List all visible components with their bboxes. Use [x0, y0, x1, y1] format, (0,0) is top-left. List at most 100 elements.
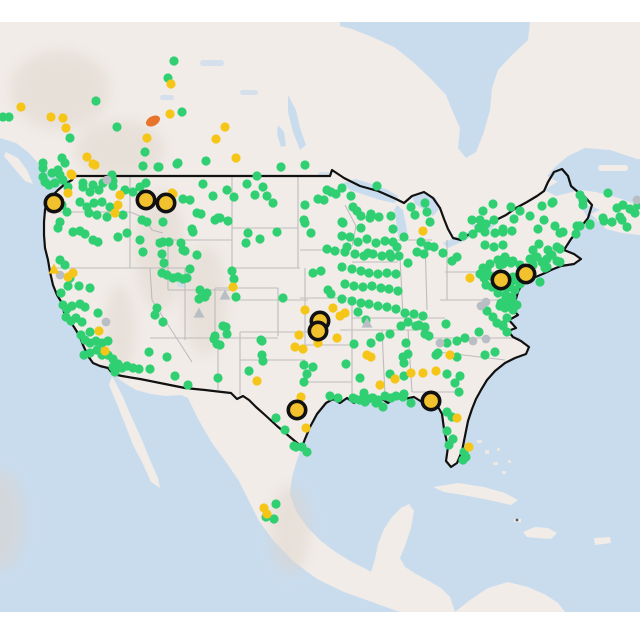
station-dot-green[interactable]	[452, 336, 462, 346]
station-dot-green[interactable]	[269, 514, 279, 524]
station-dot-green[interactable]	[356, 211, 366, 221]
station-dot-green[interactable]	[399, 371, 409, 381]
station-dot-green[interactable]	[158, 237, 168, 247]
station-capsule-orange[interactable]	[144, 113, 162, 129]
station-dot-green[interactable]	[152, 303, 162, 313]
station-dot-green[interactable]	[512, 300, 522, 310]
station-dot-yellow[interactable]	[390, 374, 400, 384]
selected-station-marker[interactable]	[135, 189, 157, 211]
station-dot-green[interactable]	[348, 202, 358, 212]
station-dot-green[interactable]	[367, 281, 377, 291]
station-dot-green[interactable]	[229, 192, 239, 202]
station-dot-green[interactable]	[85, 187, 95, 197]
station-dot-green[interactable]	[482, 306, 492, 316]
station-dot-green[interactable]	[442, 338, 452, 348]
station-dot-green[interactable]	[74, 281, 84, 291]
station-dot-green[interactable]	[138, 161, 148, 171]
station-dot-yellow[interactable]	[252, 376, 262, 386]
station-dot-green[interactable]	[578, 195, 588, 205]
station-dot-green[interactable]	[102, 212, 112, 222]
station-dot-green[interactable]	[406, 398, 416, 408]
station-dot-green[interactable]	[222, 329, 232, 339]
station-dot-green[interactable]	[337, 217, 347, 227]
station-dot-green[interactable]	[299, 215, 309, 225]
station-triangle-gray[interactable]	[193, 307, 205, 318]
station-dot-green[interactable]	[144, 347, 154, 357]
station-dot-green[interactable]	[498, 320, 508, 330]
station-dot-green[interactable]	[498, 240, 508, 250]
station-dot-green[interactable]	[93, 237, 103, 247]
station-dot-green[interactable]	[403, 317, 413, 327]
station-dot-green[interactable]	[356, 223, 366, 233]
selected-station-marker[interactable]	[307, 320, 329, 342]
station-dot-green[interactable]	[388, 224, 398, 234]
station-dot-green[interactable]	[480, 240, 490, 250]
station-dot-green[interactable]	[242, 179, 252, 189]
station-dot-green[interactable]	[414, 320, 424, 330]
station-dot-green[interactable]	[118, 210, 128, 220]
station-dot-green[interactable]	[406, 202, 416, 212]
station-dot-green[interactable]	[192, 208, 202, 218]
station-dot-green[interactable]	[330, 246, 340, 256]
station-dot-gray[interactable]	[102, 175, 112, 185]
station-dot-green[interactable]	[356, 298, 366, 308]
station-dot-green[interactable]	[409, 309, 419, 319]
station-dot-green[interactable]	[162, 352, 172, 362]
station-dot-green[interactable]	[533, 224, 543, 234]
station-dot-green[interactable]	[346, 191, 356, 201]
station-dot-green[interactable]	[366, 338, 376, 348]
station-dot-green[interactable]	[44, 180, 54, 190]
station-dot-green[interactable]	[77, 317, 87, 327]
station-dot-yellow[interactable]	[110, 208, 120, 218]
station-dot-green[interactable]	[424, 331, 434, 341]
station-dot-green[interactable]	[326, 289, 336, 299]
selected-station-marker[interactable]	[490, 269, 512, 291]
station-dot-green[interactable]	[103, 336, 113, 346]
station-dot-green[interactable]	[299, 377, 309, 387]
selected-station-marker[interactable]	[43, 192, 65, 214]
station-dot-green[interactable]	[399, 358, 409, 368]
station-dot-green[interactable]	[380, 236, 390, 246]
station-dot-green[interactable]	[280, 425, 290, 435]
station-dot-green[interactable]	[92, 210, 102, 220]
station-dot-green[interactable]	[150, 310, 160, 320]
station-dot-green[interactable]	[386, 252, 396, 262]
station-dot-green[interactable]	[548, 197, 558, 207]
station-dot-green[interactable]	[479, 273, 489, 283]
station-dot-yellow[interactable]	[332, 333, 342, 343]
station-dot-green[interactable]	[374, 212, 384, 222]
station-dot-green[interactable]	[348, 393, 358, 403]
station-dot-green[interactable]	[172, 159, 182, 169]
station-dot-gray[interactable]	[101, 317, 111, 327]
station-dot-green[interactable]	[192, 250, 202, 260]
station-dot-green[interactable]	[89, 198, 99, 208]
station-dot-green[interactable]	[108, 181, 118, 191]
station-triangle-yellow[interactable]	[48, 263, 60, 274]
station-dot-green[interactable]	[372, 181, 382, 191]
station-dot-green[interactable]	[299, 360, 309, 370]
station-dot-green[interactable]	[364, 299, 374, 309]
station-dot-green[interactable]	[355, 373, 365, 383]
station-dot-green[interactable]	[176, 238, 186, 248]
station-dot-green[interactable]	[53, 223, 63, 233]
station-dot-yellow[interactable]	[58, 113, 68, 123]
station-dot-green[interactable]	[194, 294, 204, 304]
station-dot-green[interactable]	[56, 288, 66, 298]
station-dot-gray[interactable]	[435, 338, 445, 348]
station-dot-green[interactable]	[575, 221, 585, 231]
station-dot-yellow[interactable]	[100, 346, 110, 356]
station-dot-yellow[interactable]	[142, 133, 152, 143]
station-dot-green[interactable]	[378, 402, 388, 412]
station-dot-green[interactable]	[507, 226, 517, 236]
station-dot-green[interactable]	[420, 198, 430, 208]
station-dot-green[interactable]	[38, 158, 48, 168]
station-dot-green[interactable]	[158, 217, 168, 227]
station-dot-green[interactable]	[185, 264, 195, 274]
station-dot-green[interactable]	[394, 251, 404, 261]
station-dot-green[interactable]	[371, 238, 381, 248]
station-dot-green[interactable]	[183, 380, 193, 390]
station-dot-green[interactable]	[539, 215, 549, 225]
station-dot-green[interactable]	[438, 248, 448, 258]
station-dot-green[interactable]	[319, 195, 329, 205]
station-dot-yellow[interactable]	[418, 226, 428, 236]
